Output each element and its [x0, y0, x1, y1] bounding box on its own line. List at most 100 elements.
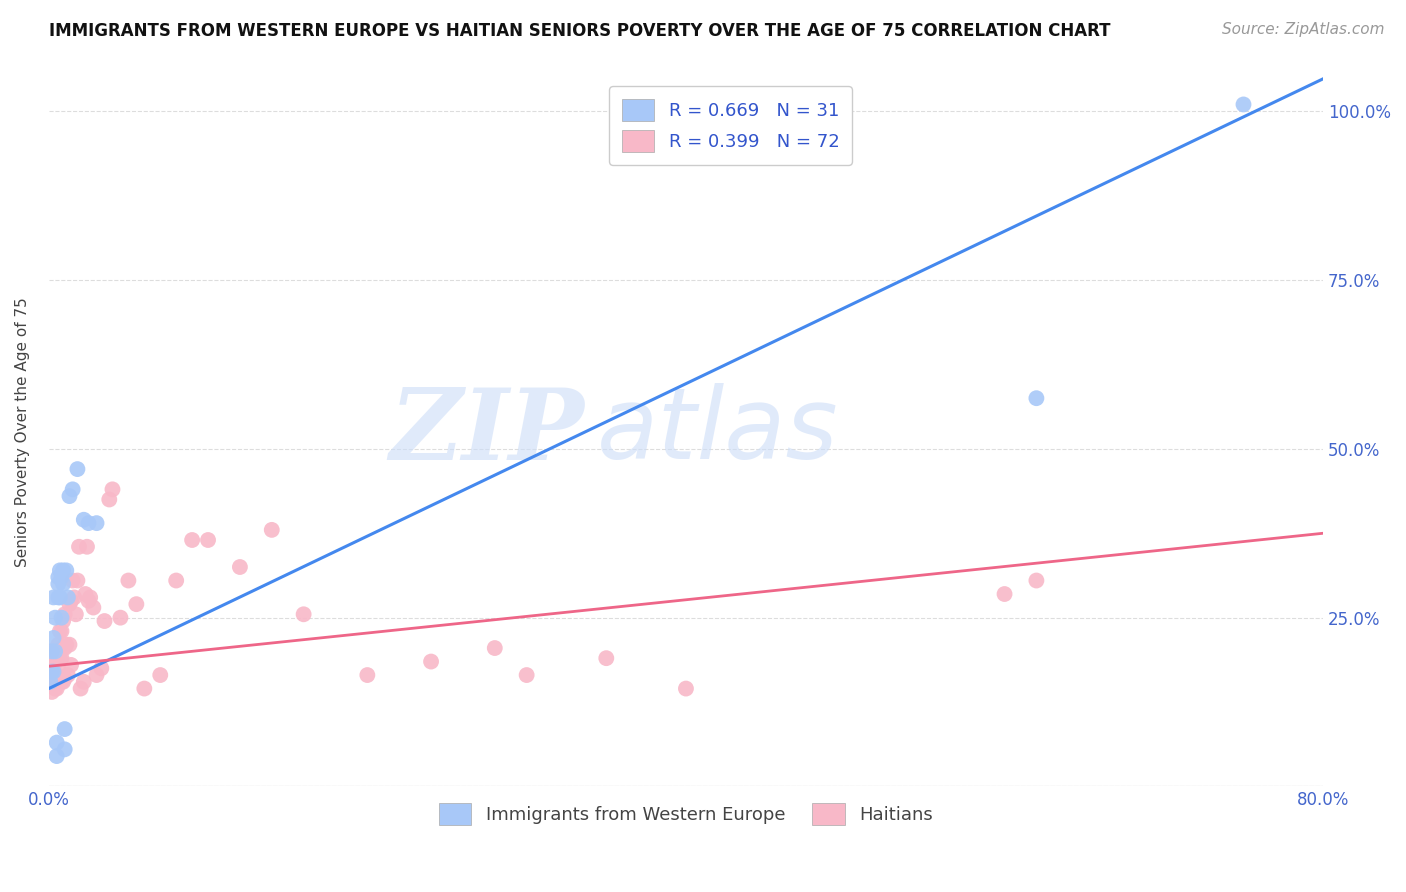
Point: [45, 648, 67, 662]
Point: [42, 591, 65, 605]
Point: [55, 563, 77, 577]
Point: [42, 674, 65, 689]
Point: [46, 591, 69, 605]
Point: [42, 648, 65, 662]
Point: [63, 591, 86, 605]
Point: [75, 587, 97, 601]
Point: [62, 483, 84, 497]
Point: [134, 681, 156, 696]
Point: [56, 668, 79, 682]
Point: [66, 574, 89, 588]
Point: [62, 574, 84, 588]
Point: [53, 742, 76, 756]
Point: [993, 587, 1015, 601]
Point: [49, 674, 72, 689]
Point: [229, 560, 252, 574]
Point: [98, 492, 121, 507]
Point: [46, 570, 69, 584]
Point: [90, 661, 112, 675]
Point: [67, 540, 90, 554]
Point: [420, 655, 443, 669]
Point: [292, 607, 315, 622]
Point: [42, 661, 65, 675]
Point: [56, 591, 79, 605]
Point: [52, 577, 75, 591]
Point: [60, 657, 83, 672]
Point: [197, 533, 219, 547]
Point: [46, 661, 69, 675]
Point: [66, 462, 89, 476]
Point: [44, 644, 66, 658]
Legend: Immigrants from Western Europe, Haitians: Immigrants from Western Europe, Haitians: [430, 794, 942, 834]
Point: [46, 674, 69, 689]
Point: [516, 668, 538, 682]
Point: [93, 614, 115, 628]
Point: [49, 563, 72, 577]
Point: [52, 674, 75, 689]
Point: [60, 594, 83, 608]
Point: [51, 610, 73, 624]
Point: [39, 644, 62, 658]
Point: [356, 668, 378, 682]
Point: [110, 610, 132, 624]
Point: [42, 665, 65, 679]
Point: [45, 668, 67, 682]
Point: [675, 681, 697, 696]
Point: [149, 668, 172, 682]
Point: [73, 513, 96, 527]
Point: [41, 644, 63, 658]
Point: [51, 651, 73, 665]
Point: [77, 516, 100, 530]
Point: [41, 655, 63, 669]
Point: [73, 674, 96, 689]
Point: [55, 638, 77, 652]
Point: [46, 638, 69, 652]
Point: [65, 607, 87, 622]
Point: [76, 540, 98, 554]
Point: [79, 591, 101, 605]
Point: [51, 624, 73, 639]
Point: [69, 681, 91, 696]
Point: [86, 668, 108, 682]
Point: [44, 610, 66, 624]
Point: [260, 523, 283, 537]
Point: [1232, 97, 1254, 112]
Point: [41, 685, 63, 699]
Point: [49, 624, 72, 639]
Text: IMMIGRANTS FROM WESTERN EUROPE VS HAITIAN SENIORS POVERTY OVER THE AGE OF 75 COR: IMMIGRANTS FROM WESTERN EUROPE VS HAITIA…: [49, 22, 1111, 40]
Point: [39, 661, 62, 675]
Text: Source: ZipAtlas.com: Source: ZipAtlas.com: [1222, 22, 1385, 37]
Point: [51, 674, 73, 689]
Point: [53, 672, 76, 686]
Point: [1025, 574, 1047, 588]
Point: [53, 607, 76, 622]
Point: [42, 631, 65, 645]
Point: [58, 489, 80, 503]
Point: [49, 651, 72, 665]
Point: [44, 668, 66, 682]
Point: [41, 668, 63, 682]
Point: [53, 641, 76, 656]
Point: [46, 577, 69, 591]
Point: [58, 597, 80, 611]
Point: [44, 681, 66, 696]
Point: [44, 655, 66, 669]
Point: [484, 641, 506, 656]
Point: [49, 591, 72, 605]
Point: [101, 483, 124, 497]
Point: [39, 674, 62, 689]
Point: [77, 594, 100, 608]
Point: [1025, 391, 1047, 405]
Point: [86, 516, 108, 530]
Y-axis label: Seniors Poverty Over the Age of 75: Seniors Poverty Over the Age of 75: [15, 297, 30, 566]
Point: [125, 597, 148, 611]
Point: [52, 614, 75, 628]
Point: [52, 563, 75, 577]
Point: [165, 574, 187, 588]
Point: [39, 674, 62, 689]
Point: [45, 735, 67, 749]
Point: [53, 722, 76, 736]
Text: atlas: atlas: [596, 384, 838, 481]
Point: [82, 600, 104, 615]
Text: ZIP: ZIP: [389, 384, 583, 480]
